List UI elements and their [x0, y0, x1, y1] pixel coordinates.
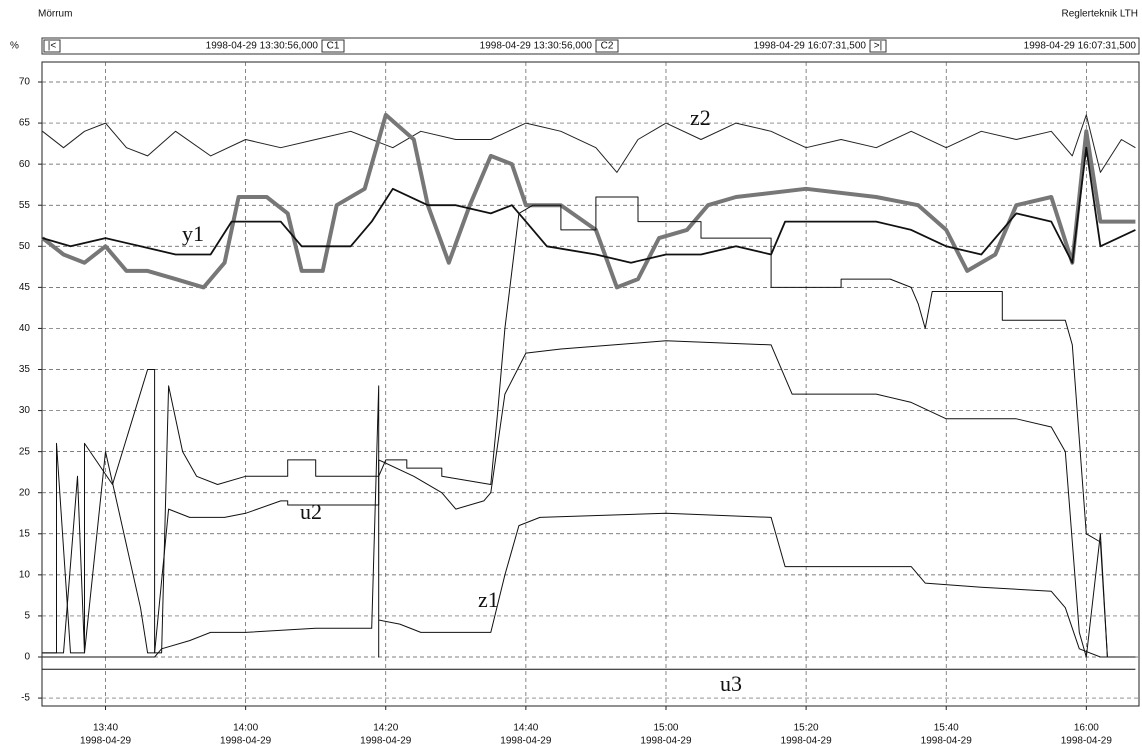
x-tick-date: 1998-04-29 [921, 736, 973, 747]
last-label: >| [874, 41, 882, 52]
y-tick-label: 60 [19, 159, 31, 170]
lab-name: Reglerteknik LTH [1061, 9, 1138, 20]
series-line [42, 114, 1136, 173]
x-tick-date: 1998-04-29 [640, 736, 692, 747]
first-label: |< [48, 41, 57, 52]
c1-label: C1 [327, 41, 340, 52]
cursor-bar [41, 37, 1140, 55]
series-line [42, 146, 1136, 264]
start-time: 1998-04-29 13:30:56,000 [206, 41, 319, 52]
x-tick-date: 1998-04-29 [1061, 736, 1113, 747]
x-tick-label: 15:20 [794, 723, 819, 734]
y-tick-label: 10 [19, 569, 31, 580]
y-tick-label: 50 [19, 241, 31, 252]
series-label: z1 [478, 587, 499, 612]
y-tick-label: 40 [19, 323, 31, 334]
c2-button[interactable] [595, 39, 619, 53]
x-tick-label: 15:00 [653, 723, 678, 734]
last-button[interactable] [869, 39, 887, 53]
y-tick-label: 70 [19, 77, 31, 88]
y-tick-label: -5 [21, 693, 30, 704]
series-line [41, 112, 1136, 290]
series-line [42, 385, 1136, 658]
bar-frame [41, 37, 1140, 55]
y-tick-label: 25 [19, 446, 31, 457]
x-tick-date: 1998-04-29 [500, 736, 552, 747]
site-name: Mörrum [38, 9, 72, 20]
c2-label: C2 [601, 41, 614, 52]
x-tick-label: 14:20 [373, 723, 398, 734]
y-tick-label: 5 [24, 611, 30, 622]
x-tick-label: 14:00 [233, 723, 258, 734]
x-tick-label: 15:40 [934, 723, 959, 734]
x-tick-label: 13:40 [93, 723, 118, 734]
y-tick-label: 0 [24, 652, 30, 663]
x-tick-date: 1998-04-29 [360, 736, 412, 747]
c1-time: 1998-04-29 13:30:56,000 [480, 41, 593, 52]
unit: % [10, 41, 19, 52]
plot-frame [41, 61, 1140, 707]
y-tick-label: 30 [19, 405, 31, 416]
series-label: y1 [182, 221, 204, 246]
series-line [42, 340, 1136, 658]
series-label: u2 [300, 499, 322, 524]
series-line [42, 196, 1136, 658]
y-tick-label: 35 [19, 364, 31, 375]
y-tick-label: 45 [19, 282, 31, 293]
first-button[interactable] [43, 39, 61, 53]
x-tick-label: 14:40 [513, 723, 538, 734]
y-tick-label: 55 [19, 200, 31, 211]
y-tick-label: 20 [19, 487, 31, 498]
series-label: z2 [690, 105, 711, 130]
series-label: u3 [720, 671, 742, 696]
c2-time: 1998-04-29 16:07:31,500 [754, 41, 867, 52]
c1-button[interactable] [321, 39, 345, 53]
x-tick-date: 1998-04-29 [781, 736, 833, 747]
y-tick-label: 65 [19, 118, 31, 129]
x-tick-label: 16:00 [1074, 723, 1099, 734]
y-tick-label: 15 [19, 528, 31, 539]
x-tick-date: 1998-04-29 [80, 736, 132, 747]
x-tick-date: 1998-04-29 [220, 736, 272, 747]
end-time: 1998-04-29 16:07:31,500 [1024, 41, 1137, 52]
